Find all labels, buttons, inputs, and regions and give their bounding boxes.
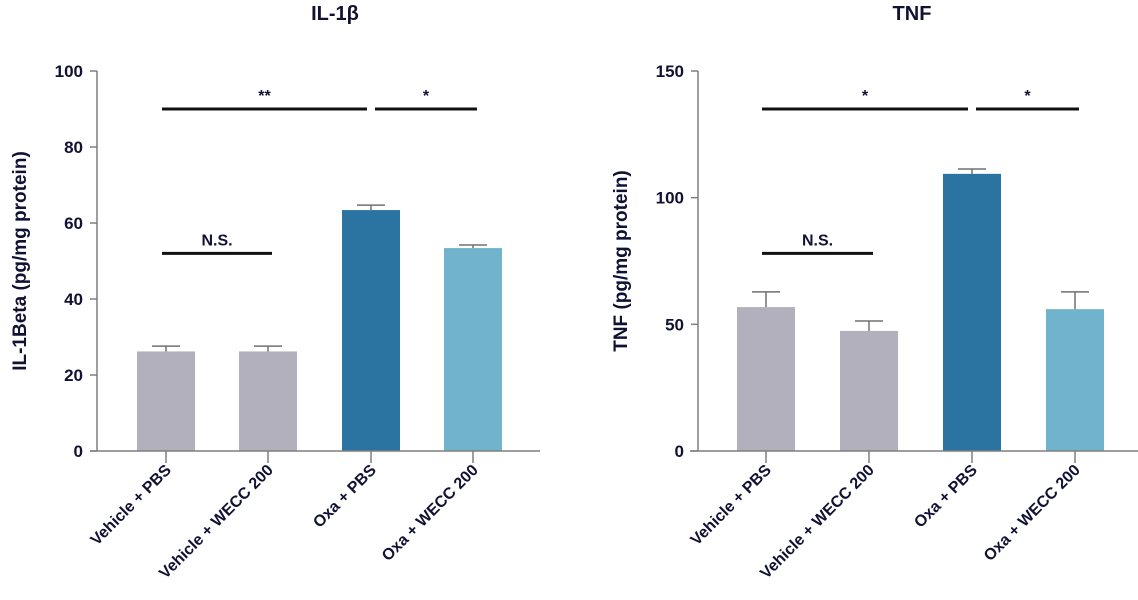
y-tick-label: 80 (64, 138, 83, 157)
significance-label: * (423, 88, 430, 105)
significance-label: * (862, 88, 869, 105)
bar (943, 173, 1001, 451)
x-tick-label: Oxa + WECC 200 (379, 462, 482, 565)
y-tick-label: 100 (656, 189, 684, 208)
y-tick-label: 20 (64, 366, 83, 385)
y-tick-label: 150 (656, 62, 684, 81)
y-tick-label: 50 (665, 315, 684, 334)
chart-title: IL-1β (311, 3, 359, 25)
bar (239, 351, 297, 451)
tnf-chart: TNF TNF (pg/mg protein) 0 50 100 150 Vehicle… (611, 3, 1138, 582)
y-axis-label: TNF (pg/mg protein) (611, 170, 632, 352)
significance-label: ** (258, 88, 271, 105)
x-tick-label: Oxa + WECC 200 (981, 462, 1084, 565)
x-tick-label: Vehicle + PBS (688, 462, 775, 549)
y-tick-label: 100 (55, 62, 83, 81)
y-tick-label: 60 (64, 214, 83, 233)
x-tick-label: Vehicle + WECC 200 (156, 462, 277, 583)
x-tick-label: Vehicle + WECC 200 (757, 462, 878, 583)
bar (342, 210, 400, 451)
y-tick-label: 40 (64, 290, 83, 309)
x-tick-label: Vehicle + PBS (88, 462, 175, 549)
il1b-chart: IL-1β IL-1Beta (pg/mg protein) 0 20 40 60 80… (10, 3, 540, 582)
significance-label: N.S. (201, 232, 232, 249)
bar (737, 307, 795, 451)
significance-label: * (1024, 88, 1031, 105)
bar (1046, 309, 1104, 451)
y-tick-label: 0 (74, 442, 83, 461)
chart-title: TNF (893, 3, 932, 25)
y-tick-label: 0 (675, 442, 684, 461)
x-tick-label: Oxa + PBS (310, 462, 380, 532)
bar (444, 248, 502, 451)
significance-label: N.S. (802, 232, 833, 249)
bar (137, 351, 195, 451)
x-tick-label: Oxa + PBS (911, 462, 981, 532)
bar (840, 330, 898, 451)
y-axis-label: IL-1Beta (pg/mg protein) (10, 151, 31, 371)
